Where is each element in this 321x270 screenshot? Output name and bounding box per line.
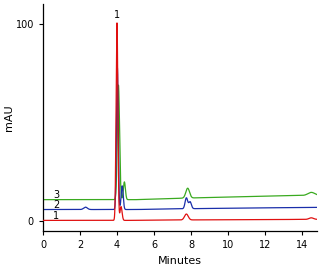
Y-axis label: mAU: mAU: [4, 104, 14, 131]
Text: 2: 2: [53, 200, 59, 210]
X-axis label: Minutes: Minutes: [158, 256, 202, 266]
Text: 1: 1: [114, 10, 120, 20]
Text: 1: 1: [53, 211, 59, 221]
Text: 3: 3: [53, 190, 59, 200]
